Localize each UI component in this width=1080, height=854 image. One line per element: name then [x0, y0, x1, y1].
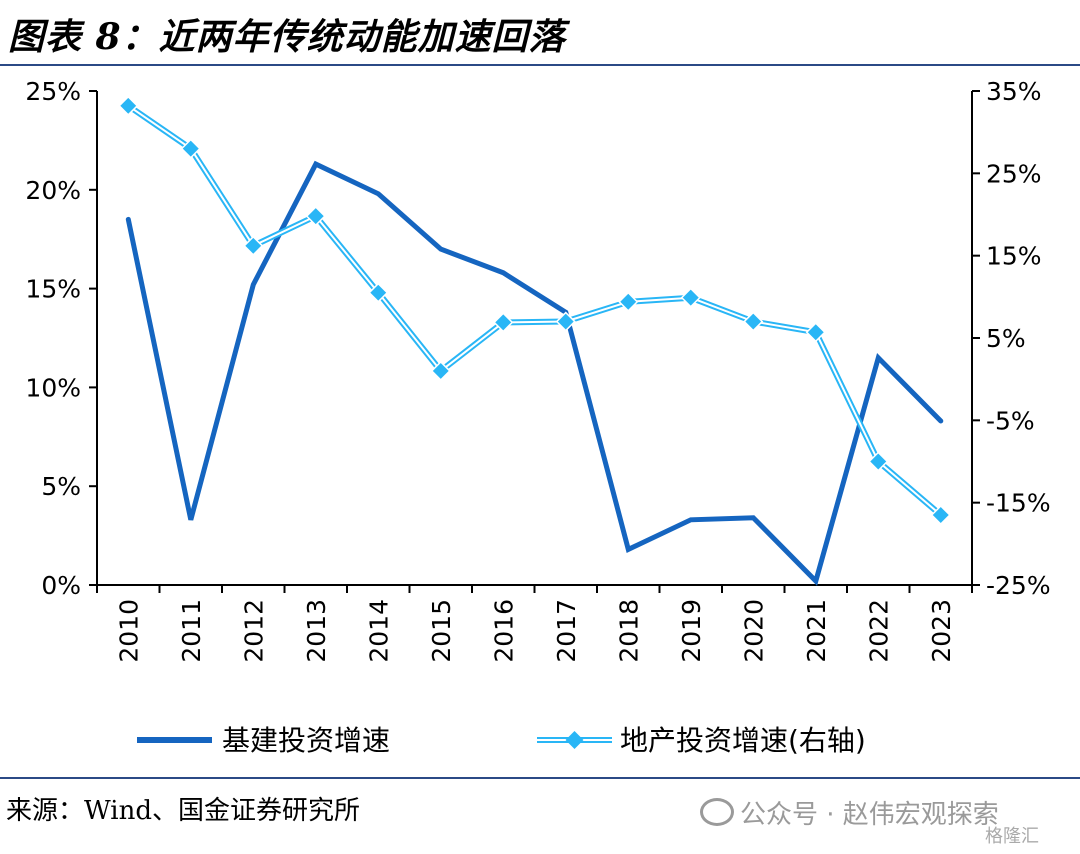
property-data-point	[430, 360, 451, 381]
right-axis-tick-label: 5%	[986, 324, 1026, 353]
source-divider	[0, 777, 1080, 779]
property-data-point	[493, 312, 514, 333]
x-axis-tick-label: 2013	[302, 599, 331, 663]
chart-title: 图表 8：近两年传统动能加速回落	[8, 16, 566, 58]
x-axis-tick-label: 2021	[802, 599, 831, 663]
right-axis-tick-label: -5%	[986, 406, 1035, 435]
x-axis-tick-label: 2011	[177, 599, 206, 663]
x-axis-tick-label: 2023	[927, 599, 956, 663]
property-data-point	[868, 451, 889, 472]
logo-text: 格隆汇	[985, 826, 1039, 847]
property-data-point	[180, 138, 201, 159]
property-data-point	[680, 287, 701, 308]
series-1	[125, 160, 944, 586]
watermark: 公众号 · 赵伟宏观探索	[700, 794, 999, 831]
property-data-point	[805, 322, 826, 343]
right-axis-tick-label: 15%	[986, 242, 1042, 271]
left-axis-tick-label: 15%	[25, 275, 81, 304]
wechat-icon	[700, 798, 734, 826]
x-axis-tick-label: 2020	[739, 599, 768, 663]
line-chart: 0% 5% 10% 15% 20% 25% -25% -15% -5% 5% 15% 25% 35% 20…	[25, 77, 1050, 757]
right-axis-tick-label: 25%	[986, 159, 1042, 188]
watermark-text: 公众号 · 赵伟宏观探索	[740, 800, 999, 830]
x-axis-tick-label: 2019	[677, 599, 706, 663]
x-axis-tick-label: 2012	[239, 599, 268, 663]
title-divider	[0, 64, 1080, 66]
property-data-point	[243, 235, 264, 256]
legend-infra-label: 基建投资增速	[222, 724, 390, 757]
property-data-point	[305, 206, 326, 227]
right-axis-tick-label: -15%	[986, 489, 1051, 518]
x-axis-tick-label: 2017	[552, 599, 581, 663]
property-data-point	[618, 291, 639, 312]
property-data-point	[118, 95, 139, 116]
x-axis-tick-label: 2014	[364, 599, 393, 663]
x-axis-tick-label: 2015	[427, 599, 456, 663]
chart-series	[118, 95, 951, 586]
left-axis-tick-label: 5%	[41, 472, 81, 501]
legend-property-marker	[565, 731, 584, 749]
property-data-point	[930, 504, 951, 526]
right-axis-tick-label: 35%	[986, 77, 1042, 106]
left-axis-tick-label: 20%	[25, 176, 81, 205]
left-axis-tick-label: 25%	[25, 77, 81, 106]
property-series-line-inner	[127, 104, 942, 516]
legend-property-label: 地产投资增速(右轴)	[620, 724, 866, 757]
left-axis-tick-label: 10%	[25, 373, 81, 402]
chart-axes: 0% 5% 10% 15% 20% 25% -25% -15% -5% 5% 15% 25% 35% 20…	[25, 77, 1050, 663]
property-data-point	[555, 311, 576, 332]
right-axis-tick-label: -25%	[986, 571, 1051, 600]
property-data-point	[743, 311, 764, 332]
x-axis-tick-label: 2016	[489, 599, 518, 663]
x-axis-tick-label: 2010	[114, 599, 143, 663]
x-axis-tick-label: 2022	[864, 599, 893, 663]
left-axis-tick-label: 0%	[41, 571, 81, 600]
property-series-line	[126, 103, 943, 518]
property-data-point	[368, 282, 389, 303]
chart-legend: 基建投资增速 地产投资增速(右轴)	[137, 724, 866, 757]
x-axis-tick-label: 2018	[614, 599, 643, 663]
infra-series-line	[125, 160, 944, 586]
source-note: 来源：Wind、国金证券研究所	[6, 796, 360, 826]
series-2	[118, 95, 951, 526]
